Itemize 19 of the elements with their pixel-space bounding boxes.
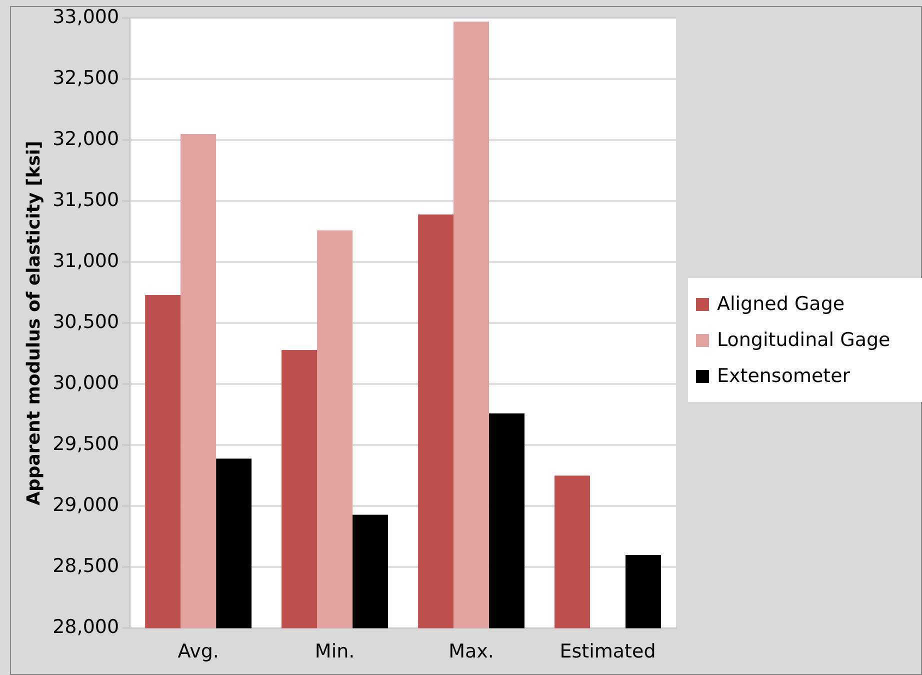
legend-label: Aligned Gage xyxy=(717,293,845,315)
y-tick-label: 30,500 xyxy=(52,311,120,334)
y-tick-label: 28,000 xyxy=(52,616,120,638)
y-tick-label: 32,500 xyxy=(52,66,120,89)
y-tick-label: 29,500 xyxy=(52,433,120,456)
x-tick-label: Avg. xyxy=(178,640,219,663)
y-tick-label: 29,000 xyxy=(52,494,120,516)
y-tick-label: 30,000 xyxy=(52,372,120,394)
x-tick-label: Min. xyxy=(314,640,355,663)
y-tick-label: 32,000 xyxy=(52,128,120,150)
legend-label: Longitudinal Gage xyxy=(717,329,890,351)
x-tick-label: Max. xyxy=(448,640,494,663)
y-tick-label: 31,000 xyxy=(52,250,120,272)
y-tick-label: 31,500 xyxy=(52,188,120,211)
legend-label: Extensometer xyxy=(717,365,850,387)
y-tick-label: 33,000 xyxy=(52,6,120,28)
y-axis-title: Apparent modulus of elasticity [ksi] xyxy=(23,140,44,506)
y-tick-label: 28,500 xyxy=(52,555,120,578)
x-tick-label: Estimated xyxy=(560,640,656,663)
